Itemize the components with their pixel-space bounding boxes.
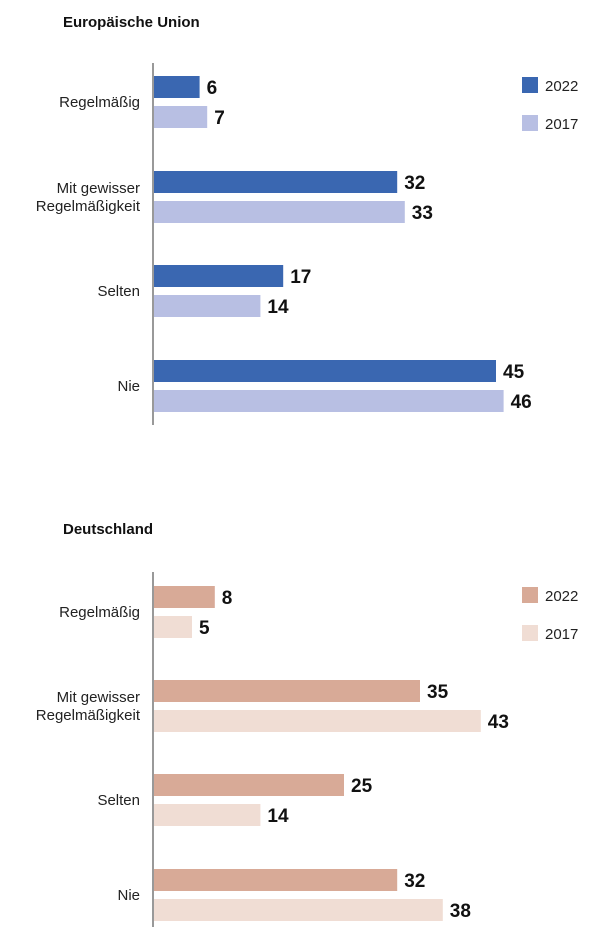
category-label: Selten [97,283,140,300]
legend-label-2017: 2017 [545,116,578,133]
category-label: Regelmäßig [59,604,140,621]
category-label: Regelmäßigkeit [36,198,141,215]
legend-swatch-2017 [522,115,538,131]
value-label: 33 [412,203,433,224]
legend-swatch-2022 [522,77,538,93]
bar-2022-2 [154,680,420,702]
category-label: Nie [117,378,140,395]
category-label: Regelmäßigkeit [36,707,141,724]
value-label: 14 [267,806,289,827]
value-label: 46 [511,392,532,413]
bar-2022-4 [154,360,496,382]
legend-label-2017: 2017 [545,626,578,643]
value-label: 7 [214,108,225,129]
bar-2022-3 [154,265,284,287]
bar-2017-1 [154,616,192,638]
category-label: Mit gewisser [57,180,140,197]
bar-2017-1 [154,106,208,128]
value-label: 32 [404,871,425,892]
bar-2022-1 [154,76,200,98]
category-label: Regelmäßig [59,94,140,111]
legend-swatch-2017 [522,625,538,641]
bar-2017-3 [154,295,261,317]
value-label: 32 [404,173,425,194]
chart-2: Deutschland 85 Regelmäßig 35 43 Mit gewisserR… [36,521,578,927]
chart-title: Deutschland [63,521,153,538]
legend-label-2022: 2022 [545,588,578,605]
legend-swatch-2022 [522,587,538,603]
bar-2022-4 [154,869,398,891]
category-label: Nie [117,887,140,904]
value-label: 35 [427,682,449,703]
bar-2017-4 [154,390,504,412]
category-label: Selten [97,792,140,809]
value-label: 8 [222,588,233,609]
value-label: 17 [290,267,311,288]
value-label: 5 [199,618,210,639]
category-label: Mit gewisser [57,689,140,706]
value-label: 6 [207,78,218,99]
bar-2022-2 [154,171,398,193]
value-label: 14 [267,297,289,318]
chart-1: Europäische Union 6 7 Regelmäßig 32 33 Mit gew… [36,14,578,425]
value-label: 25 [351,776,373,797]
bar-2017-3 [154,804,261,826]
bar-2017-2 [154,201,405,223]
value-label: 45 [503,362,525,383]
legend-label-2022: 2022 [545,78,578,95]
bar-2017-4 [154,899,443,921]
value-label: 38 [450,901,471,922]
bar-2017-2 [154,710,481,732]
bar-2022-1 [154,586,215,608]
value-label: 43 [488,712,509,733]
chart-title: Europäische Union [63,14,200,31]
bar-2022-3 [154,774,344,796]
